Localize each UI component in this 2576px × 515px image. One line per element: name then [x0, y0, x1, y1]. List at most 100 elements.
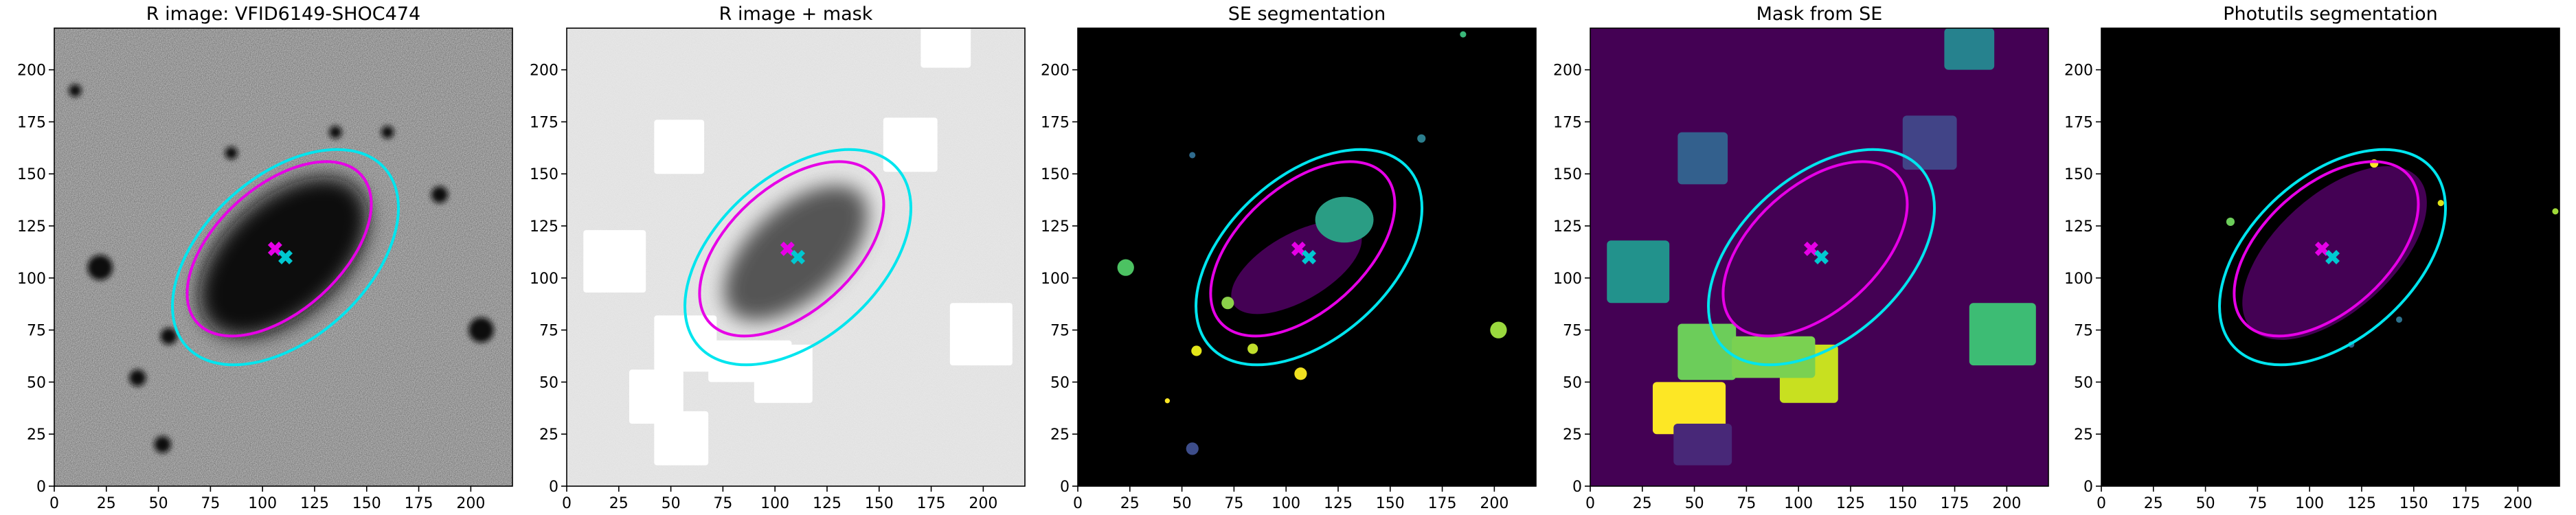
x-tick-label: 125	[813, 495, 841, 512]
x-tick-label: 175	[917, 495, 946, 512]
aperture-ellipse	[2218, 148, 2448, 367]
mask-box	[949, 303, 1013, 366]
y-tick-label: 25	[27, 426, 46, 444]
panel: SE segmentation 0 25 50 75 100 125 150 175 200 0 25…	[1041, 3, 1537, 512]
y-tick-label: 125	[1553, 218, 1582, 236]
mask-box	[1673, 424, 1732, 466]
mask-box	[654, 411, 709, 466]
y-tick-label: 100	[2064, 271, 2093, 288]
panel: R image + mask 0 25 50 75 100 125 150 175 200 0 25 5…	[530, 3, 1026, 512]
aperture-ellipse	[1195, 148, 1424, 367]
y-tick-label: 175	[1553, 114, 1582, 131]
star	[160, 328, 177, 345]
y-tick-label: 75	[1563, 323, 1582, 340]
y-tick-label: 150	[2064, 166, 2093, 183]
y-tick-label: 125	[17, 218, 46, 236]
center-marker	[1814, 250, 1829, 264]
y-tick-label: 175	[530, 114, 558, 131]
x-tick-label: 50	[662, 495, 681, 512]
segment	[1294, 367, 1307, 380]
segment	[2437, 200, 2444, 207]
panel: Photutils segmentation 0 25 50 75 100 125 150 17…	[2064, 3, 2560, 512]
x-tick-label: 0	[1073, 495, 1083, 512]
x-tick-label: 175	[1428, 495, 1457, 512]
panel-title: Photutils segmentation	[2223, 3, 2438, 25]
segment	[1315, 196, 1374, 243]
mask-box	[1677, 323, 1737, 380]
axes-frame	[1077, 27, 1537, 487]
segment	[1490, 321, 1507, 339]
y-tick-label: 200	[2064, 62, 2093, 80]
segment	[1460, 31, 1467, 38]
aperture-ellipse	[1707, 148, 1936, 367]
mask-box	[654, 315, 717, 372]
x-tick-label: 200	[456, 495, 485, 512]
center-marker	[2325, 250, 2340, 264]
x-tick-label: 0	[1585, 495, 1595, 512]
x-tick-label: 0	[562, 495, 572, 512]
x-tick-label: 75	[1737, 495, 1756, 512]
image	[1590, 28, 2048, 486]
y-tick-label: 25	[2074, 426, 2093, 444]
y-tick-label: 150	[17, 166, 46, 183]
aperture-ellipse	[1721, 160, 1909, 338]
y-tick-label: 200	[17, 62, 46, 80]
mask-box	[1652, 382, 1726, 435]
x-tick-label: 150	[865, 495, 894, 512]
mask-box	[1677, 132, 1728, 185]
y-tick-label: 200	[1553, 62, 1582, 80]
x-tick-label: 75	[713, 495, 732, 512]
star	[69, 84, 82, 98]
star	[154, 436, 171, 453]
x-tick-label: 100	[248, 495, 277, 512]
center-marker	[2314, 241, 2329, 256]
y-tick-label: 200	[1041, 62, 1070, 80]
mask-box	[1902, 115, 1957, 170]
segment	[1231, 220, 1362, 314]
y-tick-label: 125	[2064, 218, 2093, 236]
x-tick-label: 25	[609, 495, 629, 512]
star	[468, 317, 494, 343]
star	[225, 146, 238, 160]
x-tick-label: 125	[1324, 495, 1353, 512]
x-tick-label: 25	[1120, 495, 1140, 512]
x-tick-label: 175	[2452, 495, 2481, 512]
segment	[1164, 398, 1171, 404]
panel: R image: VFID6149-SHOC474 0 25 50 75 100 125 15…	[17, 3, 513, 512]
mask-box	[1969, 303, 2036, 366]
y-tick-label: 0	[36, 479, 46, 496]
x-tick-label: 0	[2097, 495, 2106, 512]
image	[1078, 28, 1536, 486]
panel-title: SE segmentation	[1228, 3, 1386, 25]
x-tick-label: 150	[1888, 495, 1917, 512]
aperture-ellipse	[185, 160, 373, 338]
y-tick-label: 25	[1050, 426, 1070, 444]
aperture-ellipse	[698, 160, 885, 338]
x-tick-label: 75	[1224, 495, 1243, 512]
aperture-ellipse	[171, 148, 400, 367]
x-tick-label: 150	[2399, 495, 2428, 512]
mask-box	[583, 230, 646, 293]
y-tick-label: 175	[17, 114, 46, 131]
y-tick-label: 100	[530, 271, 558, 288]
x-tick-label: 50	[2196, 495, 2215, 512]
x-tick-label: 50	[1685, 495, 1704, 512]
x-tick-label: 75	[2248, 495, 2267, 512]
panel-title: R image: VFID6149-SHOC474	[146, 3, 420, 25]
mask-box	[883, 117, 938, 172]
segment	[2552, 208, 2559, 215]
mask-box	[708, 340, 792, 382]
x-tick-label: 100	[760, 495, 789, 512]
image	[54, 28, 512, 486]
segment	[1186, 442, 1199, 455]
segment	[1221, 297, 1234, 310]
y-tick-label: 0	[1060, 479, 1070, 496]
panel-title: R image + mask	[719, 3, 873, 25]
x-tick-label: 25	[97, 495, 116, 512]
star	[129, 369, 146, 387]
image	[567, 28, 1025, 486]
axes-frame	[54, 27, 513, 487]
x-tick-label: 125	[1836, 495, 1865, 512]
axes-frame	[1590, 27, 2049, 487]
